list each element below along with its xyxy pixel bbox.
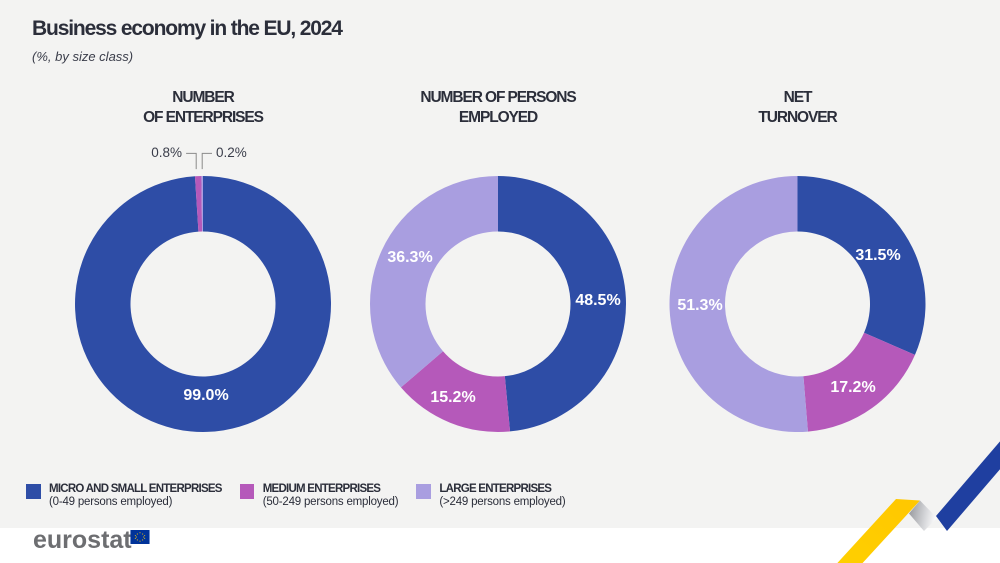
svg-text:0.2%: 0.2% (216, 145, 247, 160)
svg-text:48.5%: 48.5% (575, 292, 620, 309)
svg-text:17.2%: 17.2% (830, 379, 875, 396)
svg-text:36.3%: 36.3% (387, 249, 432, 266)
svg-text:99.0%: 99.0% (183, 387, 228, 404)
svg-text:31.5%: 31.5% (855, 247, 900, 264)
svg-text:0.8%: 0.8% (151, 145, 182, 160)
svg-text:51.3%: 51.3% (677, 297, 722, 314)
svg-text:15.2%: 15.2% (430, 389, 475, 406)
